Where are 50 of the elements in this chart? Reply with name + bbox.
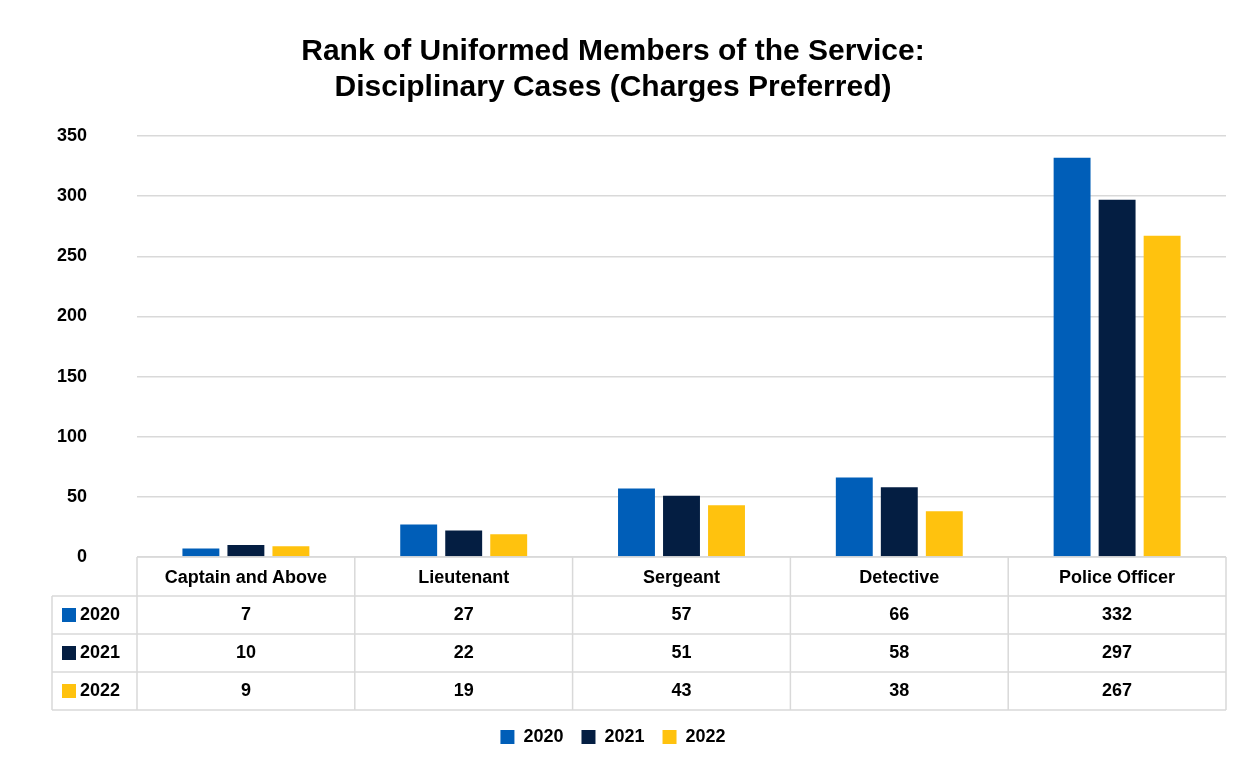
y-tick-label: 300	[56, 185, 87, 206]
bar	[227, 544, 265, 557]
x-tick-label: Sergeant	[642, 566, 721, 587]
data-label: 297	[1102, 641, 1133, 662]
legend-label: 2020	[80, 603, 121, 624]
y-tick-label: 0	[76, 545, 87, 566]
bar	[880, 487, 918, 557]
bar	[445, 530, 483, 557]
bar	[272, 546, 310, 557]
y-tick-label: 50	[66, 485, 87, 506]
text: 2020	[523, 725, 564, 746]
x-tick-label: Police Officer	[1059, 566, 1176, 587]
bar	[1143, 235, 1181, 557]
data-label: 43	[671, 679, 692, 700]
data-label: 57	[671, 603, 692, 624]
y-tick-label: 350	[56, 124, 87, 145]
text: 2021	[604, 725, 645, 746]
bar	[400, 524, 438, 557]
text: 2022	[80, 679, 121, 700]
data-label: 7	[240, 603, 251, 624]
data-label: 332	[1102, 603, 1133, 624]
data-label: 27	[453, 603, 474, 624]
data-label: 22	[453, 641, 474, 662]
y-tick-label: 150	[56, 365, 87, 386]
data-label: 267	[1102, 679, 1133, 700]
data-label: 19	[453, 679, 474, 700]
x-tick-label: Detective	[859, 566, 940, 587]
data-label: 51	[671, 641, 692, 662]
bar	[835, 477, 873, 557]
bar	[925, 511, 963, 557]
x-tick-label: Lieutenant	[418, 566, 510, 587]
y-tick-label: 200	[56, 305, 87, 326]
x-tick-label: Captain and Above	[164, 566, 328, 587]
data-label: 10	[235, 641, 256, 662]
data-label: 9	[240, 679, 251, 700]
legend-label: 2022	[685, 725, 726, 746]
data-label: 66	[889, 603, 910, 624]
bar	[182, 548, 220, 557]
y-tick-label: 100	[56, 425, 87, 446]
bar	[1098, 199, 1136, 557]
bar	[663, 495, 700, 557]
y-tick-label: 250	[56, 245, 87, 266]
chart-title: Rank of Uniformed Members of the Service: Disciplinary Cases (Charges Preferred)	[301, 33, 925, 103]
data-label: 38	[889, 679, 910, 700]
data-label: 58	[889, 641, 910, 662]
bar	[1053, 157, 1091, 557]
bar	[490, 534, 528, 557]
bar	[708, 505, 745, 557]
bar	[618, 488, 655, 557]
legend-label: 2021	[80, 641, 121, 662]
